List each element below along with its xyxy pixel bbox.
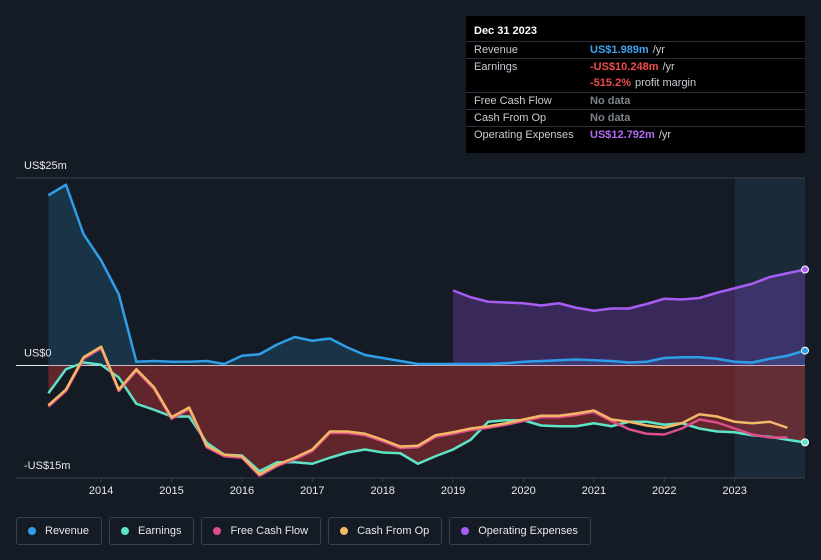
x-tick-label: 2022 <box>652 485 676 497</box>
tooltip-value: No data <box>590 95 631 107</box>
legend-item[interactable]: Operating Expenses <box>449 517 591 545</box>
legend-item[interactable]: Free Cash Flow <box>201 517 322 545</box>
legend-label: Earnings <box>138 525 182 537</box>
legend-item[interactable]: Cash From Op <box>328 517 443 545</box>
end-dot <box>801 346 809 355</box>
x-tick-label: 2023 <box>722 485 746 497</box>
x-tick-label: 2018 <box>370 485 394 497</box>
tooltip-label: Earnings <box>474 61 518 73</box>
series-line <box>452 268 806 312</box>
tooltip-value: No data <box>590 112 631 124</box>
profit-margin-text: profit margin <box>634 77 697 89</box>
tooltip-row: Revenue US$1.989m/yr <box>466 41 805 58</box>
x-tick-label: 2020 <box>511 485 535 497</box>
x-tick-label: 2021 <box>582 485 606 497</box>
legend-item[interactable]: Earnings <box>109 517 195 545</box>
legend-dot <box>461 527 470 535</box>
forecast-highlight <box>735 178 805 478</box>
tooltip-value-group: No data <box>590 95 630 107</box>
legend-label: Free Cash Flow <box>230 525 309 537</box>
legend-item[interactable]: Revenue <box>16 517 103 545</box>
legend: Revenue Earnings Free Cash Flow Cash From O… <box>16 517 591 545</box>
tooltip-label: Operating Expenses <box>474 129 574 141</box>
x-tick-label: 2016 <box>230 485 254 497</box>
x-tick-label: 2015 <box>159 485 183 497</box>
legend-dot <box>28 527 36 535</box>
series-line <box>47 345 788 476</box>
tooltip-date: Dec 31 2023 <box>474 25 537 37</box>
x-tick-label: 2017 <box>300 485 324 497</box>
legend-label: Operating Expenses <box>478 525 578 537</box>
tooltip-value-group: US$12.792m/yr <box>590 129 671 141</box>
series-line <box>47 183 806 366</box>
tooltip-unit: /yr <box>652 44 665 56</box>
area-fill <box>48 184 805 366</box>
legend-dot <box>121 527 130 535</box>
tooltip-value-group: -US$10.248m/yr <box>590 61 675 73</box>
x-tick-label: 2019 <box>441 485 465 497</box>
y-tick-label: US$25m <box>24 160 67 172</box>
tooltip-row: Earnings -US$10.248m/yr <box>466 58 805 75</box>
tooltip-margin-row: -515.2% profit margin <box>466 75 805 92</box>
area-fill <box>48 362 805 472</box>
tooltip-label: Free Cash Flow <box>474 95 552 107</box>
profit-margin: -515.2% <box>590 77 631 89</box>
x-tick-label: 2014 <box>89 485 113 497</box>
chart: US$25m US$0 -US$15m 2014 2015 2016 2017 2018 201… <box>16 160 809 497</box>
tooltip-unit: /yr <box>662 61 675 73</box>
tooltip-value: US$12.792m <box>590 129 655 141</box>
tooltip-row: Cash From Op No data <box>466 109 805 126</box>
tooltip-value-group: -515.2% profit margin <box>590 77 696 89</box>
tooltip-label: Revenue <box>474 44 519 56</box>
tooltip-row: Operating Expenses US$12.792m/yr <box>466 126 805 143</box>
tooltip-value-group: US$1.989m/yr <box>590 44 665 56</box>
end-dot <box>801 438 809 447</box>
tooltip: Dec 31 2023 Revenue US$1.989m/yr Earnings -… <box>466 16 805 153</box>
tooltip-value: US$1.989m <box>590 44 649 56</box>
end-dot <box>801 265 809 274</box>
series-line <box>47 347 788 477</box>
tooltip-unit: /yr <box>658 129 672 141</box>
tooltip-value-group: No data <box>590 112 630 124</box>
legend-label: Cash From Op <box>357 525 430 537</box>
tooltip-row: Free Cash Flow No data <box>466 92 805 109</box>
y-tick-label: -US$15m <box>24 460 70 472</box>
legend-dot <box>340 527 349 535</box>
y-tick-label: US$0 <box>24 348 52 360</box>
tooltip-value: -US$10.248m <box>590 61 659 73</box>
legend-label: Revenue <box>45 525 90 537</box>
legend-dot <box>213 527 222 535</box>
tooltip-label: Cash From Op <box>474 112 547 124</box>
